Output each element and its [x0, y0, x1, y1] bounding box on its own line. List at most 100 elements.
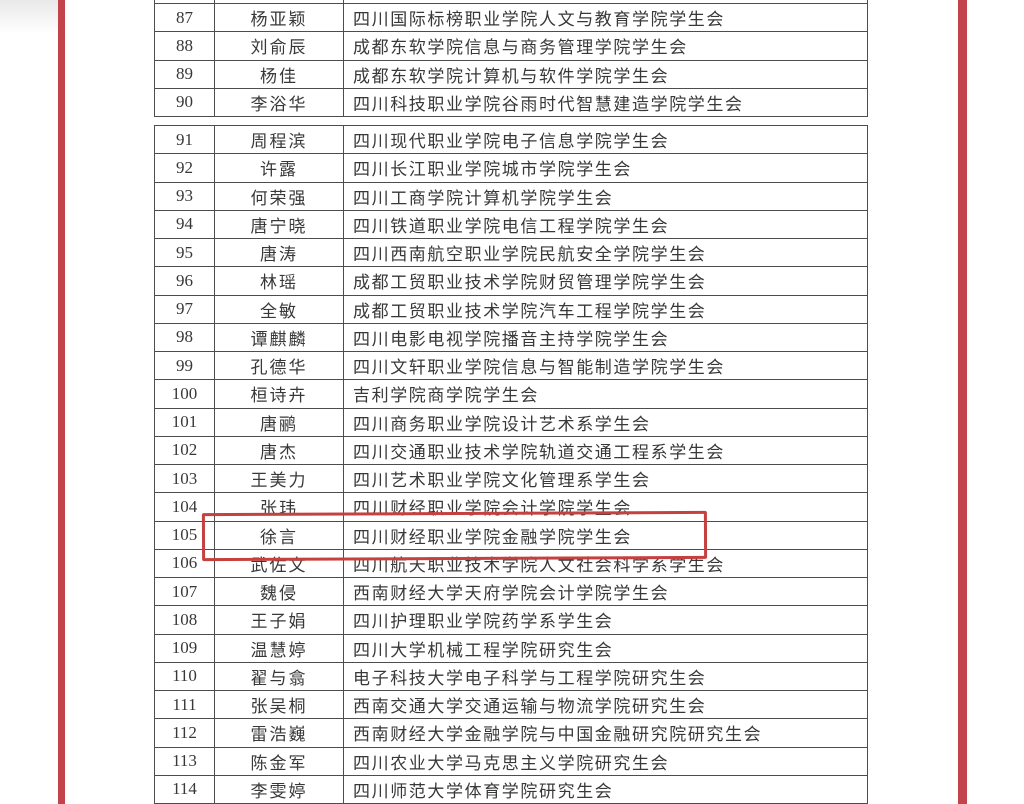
name-cell: 桓诗卉 — [215, 380, 344, 408]
org-cell: 四川现代职业学院电子信息学院学生会 — [344, 126, 868, 154]
org-cell: 四川艺术职业学院文化管理系学生会 — [344, 465, 868, 493]
name-cell: 杨亚颖 — [215, 4, 344, 32]
org-cell: 成都工贸职业技术学院财贸管理学院学生会 — [344, 267, 868, 295]
name-cell: 温慧婷 — [215, 634, 344, 662]
row-number-cell: 98 — [155, 323, 215, 351]
org-cell: 四川商务职业学院设计艺术系学生会 — [344, 408, 868, 436]
name-cell: 周程滨 — [215, 126, 344, 154]
row-number-cell: 89 — [155, 60, 215, 88]
name-cell: 何荣强 — [215, 182, 344, 210]
row-number-cell: 88 — [155, 32, 215, 60]
org-cell — [344, 0, 868, 3]
row-number-cell: 93 — [155, 182, 215, 210]
name-cell: 唐鹂 — [215, 408, 344, 436]
org-cell: 四川航天职业技术学院人文社会科学系学生会 — [344, 549, 868, 577]
org-cell: 四川师范大学体育学院研究生会 — [344, 775, 868, 803]
row-number-cell: 95 — [155, 239, 215, 267]
row-number-cell: 109 — [155, 634, 215, 662]
table-row: 103 王美力 四川艺术职业学院文化管理系学生会 — [154, 465, 868, 494]
org-cell: 电子科技大学电子科学与工程学院研究生会 — [344, 662, 868, 690]
name-cell: 全敏 — [215, 295, 344, 323]
org-cell: 成都东软学院计算机与软件学院学生会 — [344, 60, 868, 88]
row-number-cell: 96 — [155, 267, 215, 295]
table-row: 101 唐鹂 四川商务职业学院设计艺术系学生会 — [154, 408, 868, 437]
table-row: 87 杨亚颖 四川国际标榜职业学院人文与教育学院学生会 — [154, 4, 868, 33]
row-number-cell: 114 — [155, 775, 215, 803]
name-cell: 魏侵 — [215, 578, 344, 606]
name-cell: 孔德华 — [215, 352, 344, 380]
row-number-cell: 94 — [155, 210, 215, 238]
org-cell: 四川电影电视学院播音主持学院学生会 — [344, 323, 868, 351]
row-number-cell: 99 — [155, 352, 215, 380]
table-row: 113 陈金军 四川农业大学马克思主义学院研究生会 — [154, 747, 868, 776]
org-cell: 西南财经大学天府学院会计学院学生会 — [344, 578, 868, 606]
org-cell: 四川文轩职业学院信息与智能制造学院学生会 — [344, 352, 868, 380]
row-number-cell: 92 — [155, 154, 215, 182]
row-number-cell: 106 — [155, 549, 215, 577]
name-cell: 唐涛 — [215, 239, 344, 267]
org-cell: 四川科技职业学院谷雨时代智慧建造学院学生会 — [344, 88, 868, 116]
cropped-row-sliver — [154, 0, 868, 3]
row-number-cell: 104 — [155, 493, 215, 521]
table-row: 96 林瑶 成都工贸职业技术学院财贸管理学院学生会 — [154, 267, 868, 296]
name-cell: 李雯婷 — [215, 775, 344, 803]
org-cell: 成都东软学院信息与商务管理学院学生会 — [344, 32, 868, 60]
table-row: 91 周程滨 四川现代职业学院电子信息学院学生会 — [154, 126, 868, 155]
name-cell: 陈金军 — [215, 747, 344, 775]
org-cell: 四川交通职业技术学院轨道交通工程系学生会 — [344, 436, 868, 464]
org-cell: 四川财经职业学院会计学院学生会 — [344, 493, 868, 521]
table-row: 106 武佐文 四川航天职业技术学院人文社会科学系学生会 — [154, 549, 868, 578]
name-cell: 翟与翕 — [215, 662, 344, 690]
name-cell: 李浴华 — [215, 88, 344, 116]
row-number-cell: 110 — [155, 662, 215, 690]
name-cell: 王子娟 — [215, 606, 344, 634]
name-cell: 唐杰 — [215, 436, 344, 464]
row-number-cell: 101 — [155, 408, 215, 436]
table-row: 102 唐杰 四川交通职业技术学院轨道交通工程系学生会 — [154, 436, 868, 465]
name-cell: 雷浩巍 — [215, 719, 344, 747]
row-number-cell: 100 — [155, 380, 215, 408]
table-row: 107 魏侵 西南财经大学天府学院会计学院学生会 — [154, 578, 868, 607]
row-number-cell: 112 — [155, 719, 215, 747]
right-margin-rule — [958, 0, 967, 804]
table-row: 110 翟与翕 电子科技大学电子科学与工程学院研究生会 — [154, 662, 868, 691]
table-row: 97 全敏 成都工贸职业技术学院汽车工程学院学生会 — [154, 295, 868, 324]
org-cell: 四川护理职业学院药学系学生会 — [344, 606, 868, 634]
table-row: 111 张吴桐 西南交通大学交通运输与物流学院研究生会 — [154, 691, 868, 720]
name-cell: 张吴桐 — [215, 691, 344, 719]
name-cell: 杨佳 — [215, 60, 344, 88]
table-row: 89 杨佳 成都东软学院计算机与软件学院学生会 — [154, 60, 868, 89]
table-row: 109 温慧婷 四川大学机械工程学院研究生会 — [154, 634, 868, 663]
row-number-cell: 111 — [155, 691, 215, 719]
row-number-cell: 103 — [155, 465, 215, 493]
row-number-cell: 91 — [155, 126, 215, 154]
table-row: 88 刘俞辰 成都东软学院信息与商务管理学院学生会 — [154, 32, 868, 61]
name-cell: 唐宁晓 — [215, 210, 344, 238]
org-cell: 四川铁道职业学院电信工程学院学生会 — [344, 210, 868, 238]
org-cell: 四川西南航空职业学院民航安全学院学生会 — [344, 239, 868, 267]
table-row: 92 许露 四川长江职业学院城市学院学生会 — [154, 154, 868, 183]
scan-edge-shadow — [0, 0, 58, 34]
row-number-cell: 108 — [155, 606, 215, 634]
name-cell — [215, 0, 344, 3]
name-cell: 许露 — [215, 154, 344, 182]
row-number-cell: 113 — [155, 747, 215, 775]
name-cell: 张玮 — [215, 493, 344, 521]
row-number-cell: 107 — [155, 578, 215, 606]
org-cell: 四川国际标榜职业学院人文与教育学院学生会 — [344, 4, 868, 32]
org-cell: 四川长江职业学院城市学院学生会 — [344, 154, 868, 182]
table-row: 100 桓诗卉 吉利学院商学院学生会 — [154, 380, 868, 409]
table-row: 108 王子娟 四川护理职业学院药学系学生会 — [154, 606, 868, 635]
row-number-cell: 90 — [155, 88, 215, 116]
row-number-cell — [155, 0, 215, 3]
table-row: 93 何荣强 四川工商学院计算机学院学生会 — [154, 182, 868, 211]
row-number-cell: 105 — [155, 521, 215, 549]
row-number-cell: 97 — [155, 295, 215, 323]
table-row: 94 唐宁晓 四川铁道职业学院电信工程学院学生会 — [154, 210, 868, 239]
org-cell: 四川财经职业学院金融学院学生会 — [344, 521, 868, 549]
table-row: 105 徐言 四川财经职业学院金融学院学生会 — [154, 521, 868, 550]
org-cell: 吉利学院商学院学生会 — [344, 380, 868, 408]
table-row: 90 李浴华 四川科技职业学院谷雨时代智慧建造学院学生会 — [154, 88, 868, 117]
document-table: 87 杨亚颖 四川国际标榜职业学院人文与教育学院学生会 88 刘俞辰 成都东软学院信息与商… — [154, 0, 868, 804]
table-row: 104 张玮 四川财经职业学院会计学院学生会 — [154, 493, 868, 522]
